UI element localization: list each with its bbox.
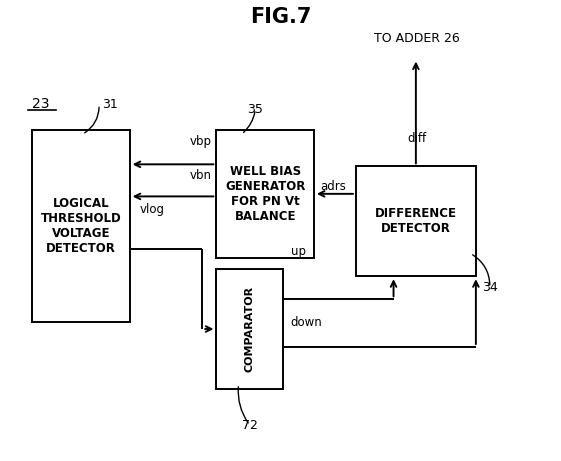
Text: vlog: vlog	[140, 203, 165, 216]
Text: TO ADDER 26: TO ADDER 26	[374, 31, 460, 45]
Text: DIFFERENCE
DETECTOR: DIFFERENCE DETECTOR	[375, 207, 457, 235]
Text: adrs: adrs	[321, 180, 347, 194]
Text: 23: 23	[32, 97, 49, 112]
Bar	[217, 130, 314, 258]
Text: 34: 34	[482, 281, 498, 294]
Text: LOGICAL
THRESHOLD
VOLTAGE
DETECTOR: LOGICAL THRESHOLD VOLTAGE DETECTOR	[40, 197, 121, 255]
Text: 72: 72	[242, 419, 257, 432]
Text: diff: diff	[408, 132, 427, 145]
Text: up: up	[291, 245, 306, 258]
Bar	[217, 269, 283, 389]
Text: 35: 35	[247, 102, 263, 116]
Text: 31: 31	[102, 98, 118, 111]
Text: vbn: vbn	[190, 169, 212, 182]
Bar	[356, 166, 476, 276]
Text: WELL BIAS
GENERATOR
FOR PN Vt
BALANCE: WELL BIAS GENERATOR FOR PN Vt BALANCE	[225, 165, 305, 223]
Bar	[32, 130, 130, 322]
Text: vbp: vbp	[190, 135, 212, 148]
Text: COMPARATOR: COMPARATOR	[245, 286, 255, 372]
Text: FIG.7: FIG.7	[250, 7, 311, 27]
Text: down: down	[291, 316, 323, 329]
